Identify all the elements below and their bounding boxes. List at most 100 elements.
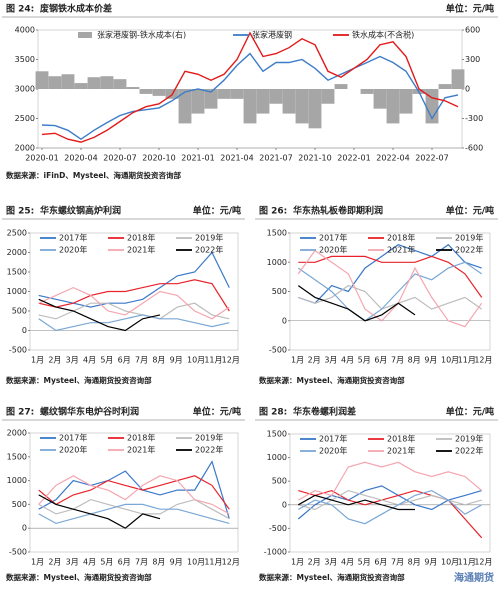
y-tick-label: 2000 <box>7 429 27 438</box>
x-tick-label: 5月 <box>358 356 371 365</box>
legend-label: 2022年 <box>195 245 223 255</box>
chart-title: 华东卷螺利润差 <box>293 406 356 418</box>
bar <box>139 89 153 94</box>
legend-label: 2018年 <box>387 233 415 243</box>
x-tick-label: 4月 <box>341 356 354 365</box>
x-tick-label: 2月 <box>308 356 321 365</box>
legend-label: 张家港废钢-铁水成本(右) <box>97 30 186 40</box>
y-tick-label: 2500 <box>7 229 27 238</box>
x-tick-label: 6月 <box>118 356 131 365</box>
bar <box>256 89 270 114</box>
legend-label: 2020年 <box>59 445 87 455</box>
series-line <box>38 251 230 308</box>
series-line <box>38 286 230 320</box>
x-tick-label: 8月 <box>408 356 421 365</box>
figure-number: 图 24: <box>6 4 34 15</box>
x-tick-label: 7月 <box>391 558 404 567</box>
figure-number: 图 27: <box>6 407 34 418</box>
chart-title: 华东热轧板卷即期利润 <box>293 205 383 217</box>
x-tick-label: 2022-04 <box>376 154 409 163</box>
unit-label: 单位：元/吨 <box>446 3 494 15</box>
bar <box>113 79 127 89</box>
y-tick-label: 3000 <box>15 85 35 94</box>
bar <box>87 77 101 89</box>
series-line <box>38 475 230 515</box>
legend-label: 2022年 <box>455 446 483 456</box>
x-tick-label: 10月 <box>441 558 459 567</box>
bar <box>308 89 322 129</box>
legend-label: 2017年 <box>59 233 87 243</box>
x-tick-label: 11月 <box>458 356 476 365</box>
x-tick-label: 12月 <box>222 356 240 365</box>
plot-frame <box>29 432 239 553</box>
unit-label: 单位：元/吨 <box>193 205 241 217</box>
y-tick-label: 1500 <box>267 430 287 439</box>
x-tick-label: 3月 <box>66 356 79 365</box>
legend-label: 2018年 <box>127 433 155 443</box>
series-line <box>298 494 415 511</box>
legend-label: 2018年 <box>387 434 415 444</box>
source-note: 数据来源：Mysteel、海通期货投资咨询部 <box>259 375 405 385</box>
x-tick-label: 8月 <box>152 356 165 365</box>
series-line <box>38 498 230 520</box>
series-line <box>297 485 482 520</box>
x-tick-label: 11月 <box>204 356 222 365</box>
series-line <box>38 503 230 525</box>
source-note: 数据来源：Mysteel、海通期货投资咨询部 <box>6 375 152 385</box>
y2-tick-label: -300 <box>465 114 483 123</box>
x-tick-label: 9月 <box>170 356 183 365</box>
legend-label: 2021年 <box>387 245 415 255</box>
legend-label: 2021年 <box>127 445 155 455</box>
y-tick-label: 1500 <box>267 229 287 238</box>
x-tick-label: 12月 <box>474 356 492 365</box>
series-line <box>297 285 416 322</box>
x-tick-label: 4月 <box>83 356 96 365</box>
legend-label: 2019年 <box>195 233 223 243</box>
x-tick-label: 2021-07 <box>259 154 292 163</box>
chart-title: 废钢铁水成本价差 <box>40 3 112 15</box>
y-tick-label: 500 <box>12 307 27 316</box>
series-line <box>297 261 483 322</box>
x-tick-label: 2月 <box>48 356 61 365</box>
legend-label: 2017年 <box>319 434 347 444</box>
figure-number: 图 26: <box>259 206 287 217</box>
y-tick-label: -1000 <box>264 548 287 557</box>
series-line <box>298 461 483 501</box>
y-tick-label: 1000 <box>7 476 27 485</box>
x-tick-label: 5月 <box>100 356 113 365</box>
bar <box>425 89 439 124</box>
x-tick-label: 12月 <box>222 558 240 567</box>
y-tick-label: 0 <box>22 326 27 335</box>
x-tick-label: 2020-10 <box>142 154 175 163</box>
y2-tick-label: 600 <box>465 26 480 35</box>
x-tick-label: 3月 <box>324 356 337 365</box>
chart-title: 螺纹钢华东电炉谷时利润 <box>40 406 139 418</box>
x-tick-label: 2022-01 <box>337 154 370 163</box>
unit-label: 单位：元/吨 <box>446 406 494 418</box>
legend-label: 2021年 <box>127 245 155 255</box>
x-tick-label: 6月 <box>374 558 387 567</box>
x-tick-label: 8月 <box>408 558 421 567</box>
bar <box>282 89 296 114</box>
x-tick-label: 6月 <box>118 558 131 567</box>
x-tick-label: 9月 <box>424 558 437 567</box>
bar <box>74 83 88 89</box>
bar <box>360 89 374 94</box>
x-tick-label: 10月 <box>187 356 205 365</box>
bar <box>243 89 257 124</box>
bar <box>321 89 335 104</box>
legend-label: 张家港废钢 <box>252 30 292 40</box>
legend-label: 铁水成本(不含税) <box>352 30 414 40</box>
y-tick-label: 1000 <box>7 287 27 296</box>
x-tick-label: 4月 <box>341 558 354 567</box>
x-tick-label: 1月 <box>31 558 44 567</box>
unit-label: 单位：元/吨 <box>446 205 494 217</box>
x-tick-label: 2020-04 <box>64 154 97 163</box>
x-tick-label: 11月 <box>204 558 222 567</box>
x-tick-label: 12月 <box>474 558 492 567</box>
legend-label: 2022年 <box>455 245 483 255</box>
bar <box>48 76 62 89</box>
x-tick-label: 5月 <box>100 558 113 567</box>
plot-frame <box>289 433 491 553</box>
